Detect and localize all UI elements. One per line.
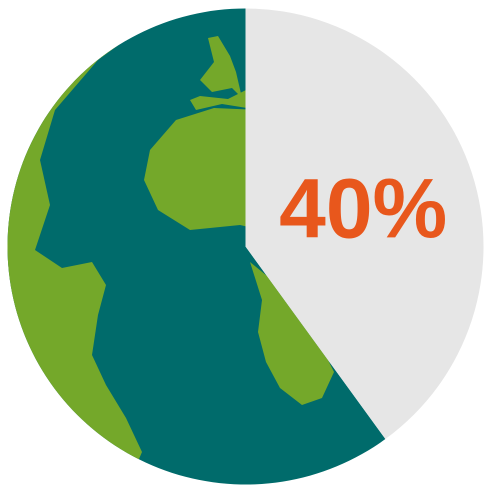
pie-slice-0 [245, 8, 484, 440]
pie-slice-label-0: 40% [279, 161, 447, 255]
